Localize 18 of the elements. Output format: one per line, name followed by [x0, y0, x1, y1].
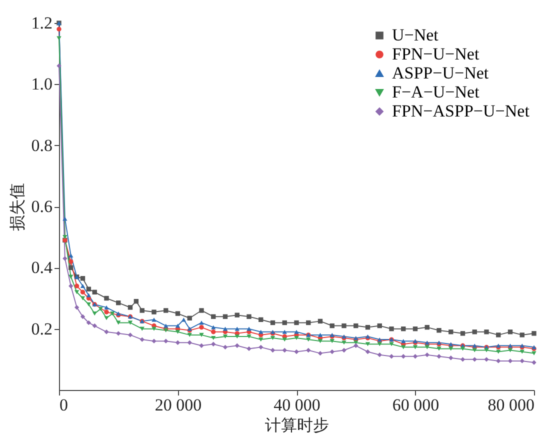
legend-label: FPN−U−Net — [392, 44, 480, 64]
y-tick-label: 1.2 — [31, 14, 52, 32]
legend-label: F−A−U−Net — [392, 82, 480, 102]
y-tick-label: 0.4 — [31, 258, 53, 278]
y-axis-title: 损失值 — [7, 183, 26, 231]
x-tick-label: 40 000 — [274, 396, 320, 414]
y-tick-label: 0.6 — [31, 197, 52, 216]
x-tick-label: 60 000 — [392, 396, 440, 414]
y-tick-label: 0.8 — [31, 136, 52, 155]
y-tick-label: 0.2 — [31, 319, 52, 338]
legend-label: FPN−ASPP−U−Net — [392, 102, 530, 120]
x-tick-label: 20 000 — [154, 396, 202, 414]
y-tick-label: 1.0 — [31, 74, 52, 94]
x-axis-title: 计算时步 — [265, 416, 329, 434]
x-tick-label: 80 000 — [488, 396, 534, 414]
x-tick-label: 0 — [60, 396, 68, 414]
legend-label: U−Net — [392, 26, 439, 44]
legend-label: ASPP−U−Net — [392, 64, 489, 82]
